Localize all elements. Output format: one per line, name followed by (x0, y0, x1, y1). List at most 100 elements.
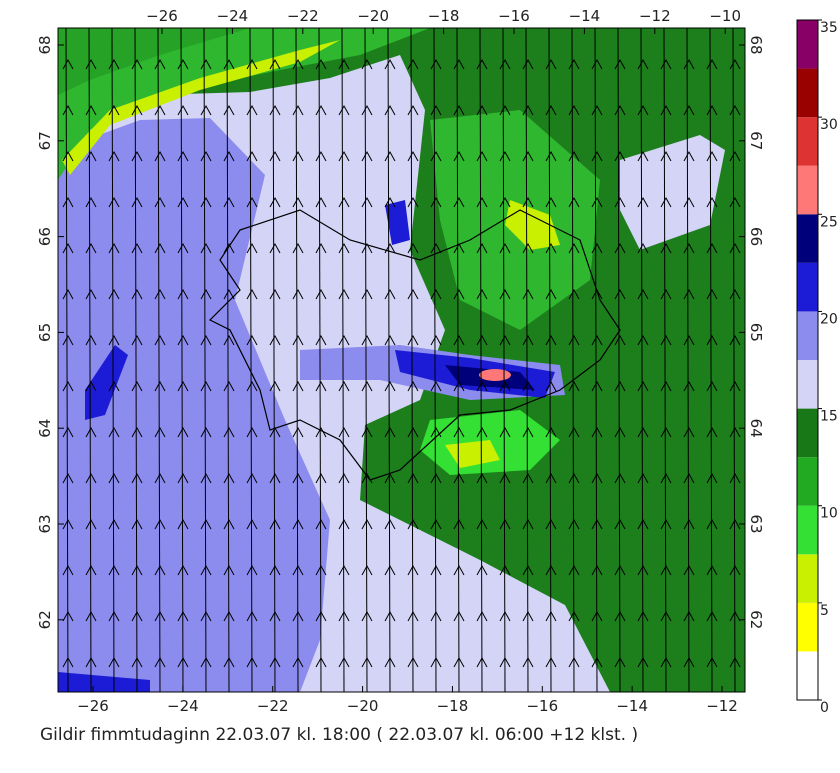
wind-head (637, 196, 649, 208)
wind-head (545, 518, 557, 530)
wind-head (108, 564, 120, 576)
wind-head (706, 380, 718, 392)
wind-head (200, 150, 212, 162)
wind-head (476, 150, 488, 162)
wind-head (131, 656, 143, 668)
wind-head (614, 564, 626, 576)
wind-shaft (456, 28, 460, 692)
wind-head (292, 196, 304, 208)
wind-head (154, 426, 166, 438)
wind-head (660, 518, 672, 530)
wind-head (177, 472, 189, 484)
wind-shaft (226, 28, 230, 692)
wind-head (637, 380, 649, 392)
wind-head (706, 472, 718, 484)
wind-head (683, 518, 695, 530)
colorbar-band (797, 360, 818, 409)
wind-head (407, 104, 419, 116)
wind-head (706, 518, 718, 530)
wind-head (269, 610, 281, 622)
wind-head (62, 426, 74, 438)
wind-head (315, 288, 327, 300)
wind-head (430, 426, 442, 438)
wind-head (131, 196, 143, 208)
wind-head (706, 426, 718, 438)
wind-head (591, 334, 603, 346)
wind-head (476, 380, 488, 392)
wind-head (637, 242, 649, 254)
wind-head (706, 334, 718, 346)
wind-shaft (594, 28, 598, 692)
colorbar-band (797, 262, 818, 312)
wind-head (683, 288, 695, 300)
wind-shaft (410, 28, 414, 692)
wind-head (200, 426, 212, 438)
wind-head (361, 334, 373, 346)
wind-head (338, 196, 350, 208)
wind-head (522, 150, 534, 162)
wind-head (614, 380, 626, 392)
wind-head (361, 472, 373, 484)
wind-head (545, 472, 557, 484)
wind-head (729, 518, 741, 530)
wind-shaft (295, 28, 299, 692)
lat-label-left: 66 (36, 227, 54, 246)
wind-head (683, 334, 695, 346)
wind-head (177, 58, 189, 70)
caption: Gildir fimmtudaginn 22.03.07 kl. 18:00 (… (40, 725, 638, 745)
wind-head (591, 196, 603, 208)
wind-shaft (318, 28, 322, 692)
wind-head (338, 150, 350, 162)
wind-head (476, 610, 488, 622)
wind-head (154, 242, 166, 254)
wind-head (476, 242, 488, 254)
wind-head (591, 288, 603, 300)
wind-head (269, 288, 281, 300)
wind-head (729, 288, 741, 300)
wind-head (246, 518, 258, 530)
wind-head (545, 196, 557, 208)
lat-label-left: 65 (36, 323, 54, 342)
wind-head (706, 288, 718, 300)
wind-head (522, 242, 534, 254)
wind-head (407, 610, 419, 622)
wind-head (384, 334, 396, 346)
wind-head (499, 610, 511, 622)
wind-head (476, 518, 488, 530)
wind-head (384, 150, 396, 162)
wind-head (637, 564, 649, 576)
wind-head (154, 288, 166, 300)
wind-head (292, 58, 304, 70)
wind-arrows (62, 28, 741, 692)
bottom-lon-label: −12 (706, 697, 738, 715)
wind-shaft (709, 28, 713, 692)
wind-head (545, 380, 557, 392)
wind-head (223, 196, 235, 208)
wind-head (384, 518, 396, 530)
wind-head (338, 104, 350, 116)
wind-head (361, 196, 373, 208)
wind-head (108, 518, 120, 530)
wind-head (269, 58, 281, 70)
wind-head (683, 472, 695, 484)
wind-head (683, 564, 695, 576)
wind-head (660, 58, 672, 70)
wind-head (315, 518, 327, 530)
wind-head (729, 472, 741, 484)
wind-head (246, 58, 258, 70)
wind-head (384, 656, 396, 668)
wind-head (131, 288, 143, 300)
wind-head (614, 242, 626, 254)
wind-head (637, 288, 649, 300)
wind-head (683, 426, 695, 438)
wind-head (729, 656, 741, 668)
wind-shaft (525, 28, 529, 692)
wind-shaft (433, 28, 437, 692)
map-field (58, 28, 745, 692)
wind-head (131, 104, 143, 116)
top-lon-label: −14 (569, 7, 601, 25)
bottom-lon-label: −20 (347, 697, 379, 715)
wind-head (62, 242, 74, 254)
top-lon-label: −10 (709, 7, 741, 25)
wind-head (223, 58, 235, 70)
